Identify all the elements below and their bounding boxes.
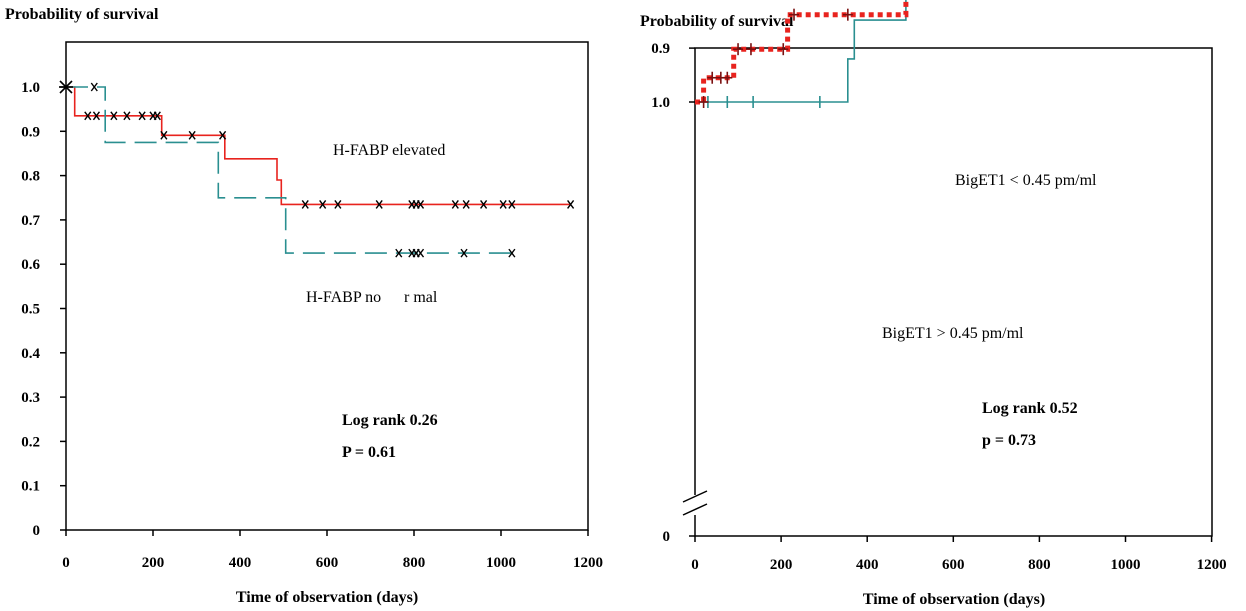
left-series-1-censor-mark [90, 82, 98, 92]
left-xtick-label: 0 [62, 555, 70, 571]
left-xtick-label: 200 [142, 555, 165, 571]
left-series-0-censor-mark [319, 199, 327, 209]
left-series-1-censor-mark [416, 248, 425, 258]
left-series-0-censor-mark [462, 199, 470, 209]
left-ytick-label: 0 [33, 523, 41, 539]
left-series-1-censor-mark [395, 248, 403, 258]
left-series-0-censor-mark [188, 130, 196, 140]
left-series-0-censor-mark [334, 199, 342, 209]
left-ytick-label: 0.4 [21, 346, 40, 362]
left-series-0-censor-mark [138, 111, 146, 121]
right-ylabel: Probability of survival [640, 13, 794, 30]
left-ytick-label: 0.6 [21, 257, 40, 273]
axis-break-icon [682, 490, 708, 516]
left-ytick-label: 0.8 [21, 169, 40, 185]
right-series-1-censor-mark [698, 96, 709, 108]
left-series-0-censor-mark [451, 199, 459, 209]
left-chart: Probability of survival 0 0.1 0.2 0.3 0.4 0.5… [5, 6, 603, 606]
left-series-0-censor-mark [123, 111, 131, 121]
left-ytick-label: 0.2 [21, 434, 40, 450]
left-series-0-censor-mark [567, 199, 575, 209]
left-series-1-censor-mark [460, 248, 468, 258]
left-series-0-censor-mark [92, 111, 101, 121]
right-series-1-censor-mark [778, 43, 789, 56]
left-xtick-label: 1000 [486, 555, 516, 571]
left-label-normal-b: r mal [404, 289, 438, 306]
right-series-1-censor-mark [722, 71, 733, 84]
right-label-high: BigET1 > 0.45 pm/ml [882, 325, 1024, 342]
right-xtick-label: 600 [942, 557, 965, 573]
right-ytick-label: 0.9 [651, 41, 670, 57]
right-series-1-censor-mark [842, 8, 853, 21]
right-series-0-line [695, 0, 907, 103]
left-p-value: P = 0.61 [342, 444, 396, 461]
left-series-0-censor-mark [84, 111, 92, 121]
right-p-value: p = 0.73 [982, 432, 1036, 449]
left-series-1-line [66, 86, 514, 254]
right-label-low: BigET1 < 0.45 pm/ml [955, 172, 1097, 189]
right-chart: Probability of survival 00.30.40.50.60.7… [640, 0, 1227, 608]
right-xtick-label: 400 [856, 557, 879, 573]
right-series-1-censor-mark [707, 71, 718, 84]
left-ytick-label: 0.1 [21, 479, 40, 495]
left-series-0-censor-mark [160, 130, 168, 140]
right-series-1-line [695, 0, 909, 105]
left-series-0-censor-mark [110, 111, 118, 121]
left-series-0-censor-mark [416, 199, 425, 209]
left-series-0-censor-mark [375, 199, 383, 209]
left-label-elevated: H-FABP elevated [333, 142, 445, 159]
left-xtick-label: 600 [316, 555, 339, 571]
left-series-0-line [66, 86, 571, 206]
right-log-rank: Log rank 0.52 [982, 400, 1078, 417]
right-ytick-label: 0 [663, 529, 671, 545]
right-series-1-censor-mark [733, 43, 744, 56]
right-xtick-label: 800 [1028, 557, 1051, 573]
left-series-0-censor-mark [508, 199, 516, 209]
left-xtick-label: 800 [403, 555, 426, 571]
right-plot-frame [694, 47, 1213, 537]
left-xtick-label: 1200 [573, 555, 603, 571]
right-xtick-label: 200 [770, 557, 793, 573]
left-series-0-censor-mark [219, 130, 227, 140]
right-xlabel: Time of observation (days) [863, 591, 1045, 608]
left-xtick-label: 400 [229, 555, 252, 571]
left-ytick-label: 0.5 [21, 302, 40, 318]
left-series-1-censor-mark [508, 248, 516, 258]
right-series-1-censor-mark [789, 8, 800, 21]
right-xtick-label: 1000 [1111, 557, 1141, 573]
left-series-0-censor-mark [301, 199, 309, 209]
left-series-0-censor-mark [153, 111, 161, 121]
left-xlabel: Time of observation (days) [236, 589, 418, 606]
left-ytick-label: 0.3 [21, 390, 40, 406]
left-ylabel: Probability of survival [5, 6, 159, 23]
left-series-0-censor-mark [480, 199, 488, 209]
left-ytick-label: 1.0 [21, 80, 40, 96]
left-log-rank: Log rank 0.26 [342, 412, 438, 429]
left-ytick-label: 0.9 [21, 124, 40, 140]
left-label-normal-a: H-FABP no [306, 289, 381, 306]
left-ytick-label: 0.7 [21, 213, 40, 229]
left-start-marker-icon [59, 80, 73, 94]
right-xtick-label: 1200 [1197, 557, 1227, 573]
right-ytick-label: 1.0 [651, 95, 670, 111]
right-ytick-label: 0.8 [651, 0, 670, 3]
right-xtick-label: 0 [691, 557, 699, 573]
right-series-1-censor-mark [745, 43, 756, 56]
left-series-0-censor-mark [499, 199, 507, 209]
